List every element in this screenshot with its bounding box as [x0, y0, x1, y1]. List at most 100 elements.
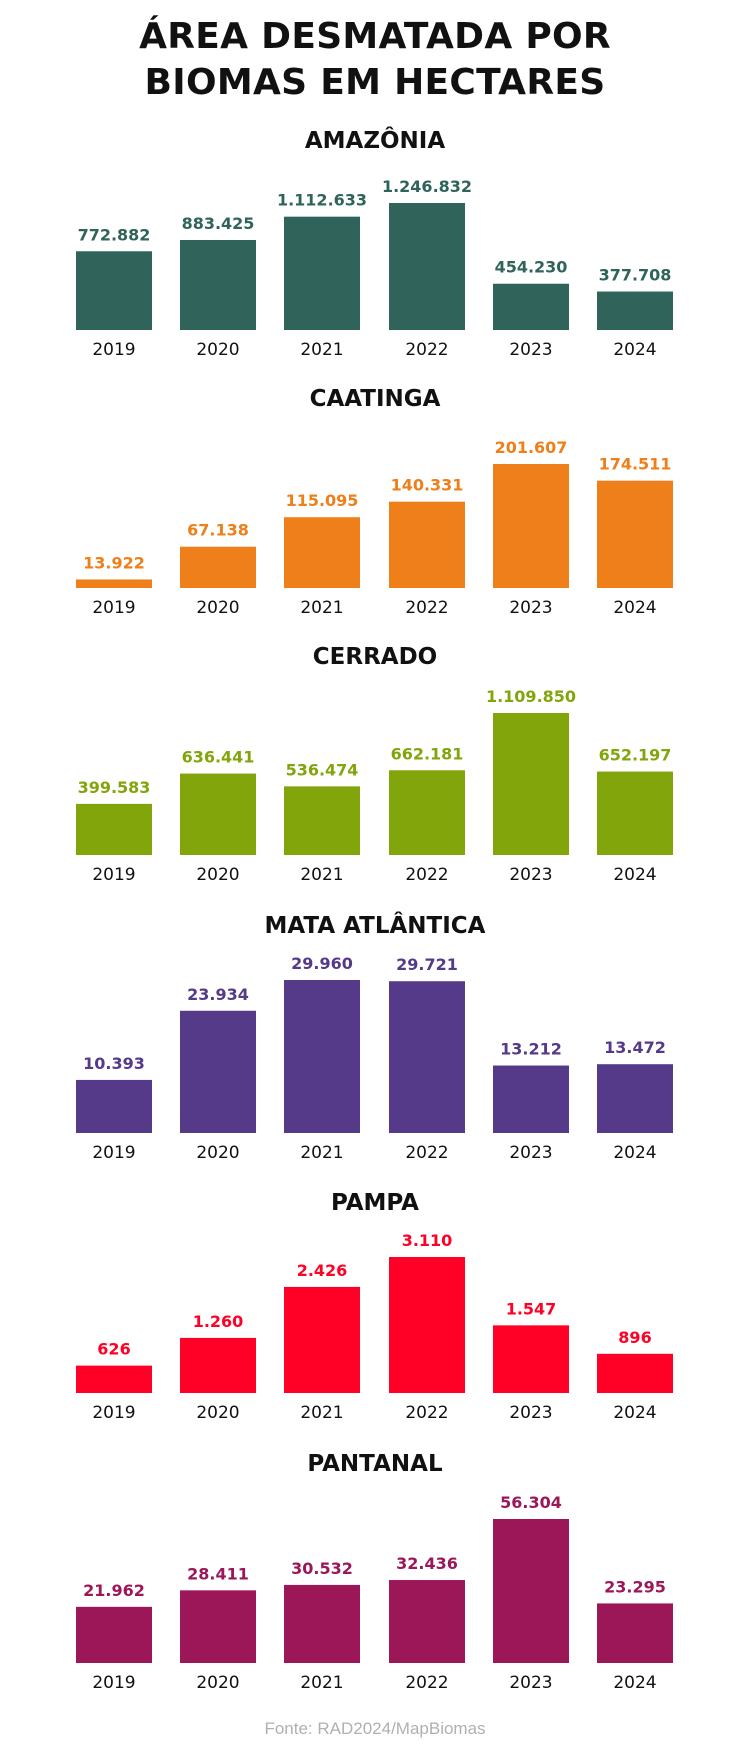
- year-tick-label: 2024: [613, 865, 656, 885]
- bar-2021: [284, 1584, 360, 1663]
- data-label: 1.112.633: [277, 191, 367, 210]
- data-label: 23.295: [604, 1577, 666, 1596]
- year-tick-label: 2020: [196, 598, 239, 618]
- year-tick-label: 2023: [509, 598, 552, 618]
- year-tick-label: 2021: [300, 1403, 343, 1423]
- bar-2020: [180, 773, 256, 855]
- bar-2023: [493, 1065, 569, 1133]
- bar-2023: [493, 1519, 569, 1663]
- year-tick-label: 2022: [405, 1673, 448, 1693]
- data-label: 772.882: [78, 225, 151, 244]
- data-label: 56.304: [500, 1493, 562, 1512]
- data-label: 23.934: [187, 985, 249, 1004]
- bar-2023: [493, 464, 569, 588]
- bar-2019: [76, 803, 152, 855]
- year-tick-label: 2019: [92, 340, 135, 360]
- year-tick-label: 2020: [196, 1143, 239, 1163]
- bar-2020: [180, 1337, 256, 1393]
- data-label: 10.393: [83, 1054, 145, 1073]
- year-tick-label: 2019: [92, 865, 135, 885]
- bar-2024: [597, 291, 673, 330]
- data-label: 30.532: [291, 1559, 353, 1578]
- bar-2019: [76, 1606, 152, 1663]
- year-tick-label: 2020: [196, 1403, 239, 1423]
- year-tick-label: 2023: [509, 340, 552, 360]
- bar-2020: [180, 240, 256, 330]
- bar-2019: [76, 579, 152, 588]
- bar-2019: [76, 1365, 152, 1393]
- year-tick-label: 2023: [509, 1403, 552, 1423]
- data-label: 29.960: [291, 954, 353, 973]
- bar-2020: [180, 1010, 256, 1133]
- bar-2022: [389, 981, 465, 1133]
- bar-2024: [597, 1064, 673, 1133]
- data-label: 174.511: [599, 455, 672, 474]
- bar-2021: [284, 786, 360, 855]
- chart-title: MATA ATLÂNTICA: [264, 913, 486, 939]
- year-tick-label: 2022: [405, 865, 448, 885]
- bar-2023: [493, 283, 569, 330]
- data-label: 140.331: [391, 476, 464, 495]
- year-tick-label: 2023: [509, 1673, 552, 1693]
- year-tick-label: 2019: [92, 1143, 135, 1163]
- data-label: 13.472: [604, 1038, 666, 1057]
- year-tick-label: 2022: [405, 340, 448, 360]
- data-label: 652.197: [599, 746, 672, 765]
- year-tick-label: 2020: [196, 865, 239, 885]
- bar-2022: [389, 770, 465, 855]
- data-label: 1.260: [193, 1312, 244, 1331]
- data-label: 1.547: [506, 1299, 557, 1318]
- page-title-line-1: ÁREA DESMATADA POR: [139, 16, 611, 57]
- year-tick-label: 2024: [613, 1403, 656, 1423]
- chart-title: CERRADO: [312, 644, 438, 670]
- bar-2024: [597, 771, 673, 855]
- year-tick-label: 2023: [509, 865, 552, 885]
- bar-2021: [284, 980, 360, 1133]
- chart-title: AMAZÔNIA: [304, 128, 446, 154]
- data-label: 13.212: [500, 1040, 562, 1059]
- data-label: 67.138: [187, 521, 249, 540]
- page-title-line-2: BIOMAS EM HECTARES: [144, 62, 606, 103]
- bar-2020: [180, 1590, 256, 1663]
- year-tick-label: 2022: [405, 598, 448, 618]
- year-tick-label: 2019: [92, 598, 135, 618]
- year-tick-label: 2024: [613, 598, 656, 618]
- year-tick-label: 2021: [300, 598, 343, 618]
- data-label: 28.411: [187, 1564, 249, 1583]
- chart-title: PANTANAL: [307, 1451, 443, 1477]
- data-label: 1.246.832: [382, 177, 472, 196]
- year-tick-label: 2021: [300, 1673, 343, 1693]
- data-label: 883.425: [182, 214, 255, 233]
- bar-2022: [389, 501, 465, 588]
- data-label: 21.962: [83, 1581, 145, 1600]
- year-tick-label: 2023: [509, 1143, 552, 1163]
- bar-2021: [284, 1286, 360, 1393]
- bar-2021: [284, 216, 360, 330]
- source-footer: Fonte: RAD2024/MapBiomas: [264, 1719, 486, 1738]
- year-tick-label: 2021: [300, 865, 343, 885]
- data-label: 1.109.850: [486, 687, 576, 706]
- bar-2021: [284, 517, 360, 588]
- bar-2022: [389, 1257, 465, 1393]
- data-label: 377.708: [599, 266, 672, 285]
- year-tick-label: 2020: [196, 340, 239, 360]
- data-label: 636.441: [182, 748, 255, 767]
- data-label: 29.721: [396, 955, 458, 974]
- bar-2024: [597, 1353, 673, 1393]
- year-tick-label: 2022: [405, 1403, 448, 1423]
- data-label: 115.095: [286, 491, 359, 510]
- year-tick-label: 2021: [300, 1143, 343, 1163]
- year-tick-label: 2019: [92, 1673, 135, 1693]
- data-label: 13.922: [83, 553, 145, 572]
- bar-2019: [76, 251, 152, 330]
- data-label: 536.474: [286, 760, 359, 779]
- year-tick-label: 2019: [92, 1403, 135, 1423]
- year-tick-label: 2024: [613, 1143, 656, 1163]
- year-tick-label: 2021: [300, 340, 343, 360]
- data-label: 201.607: [495, 438, 568, 457]
- year-tick-label: 2024: [613, 1673, 656, 1693]
- data-label: 454.230: [495, 258, 568, 277]
